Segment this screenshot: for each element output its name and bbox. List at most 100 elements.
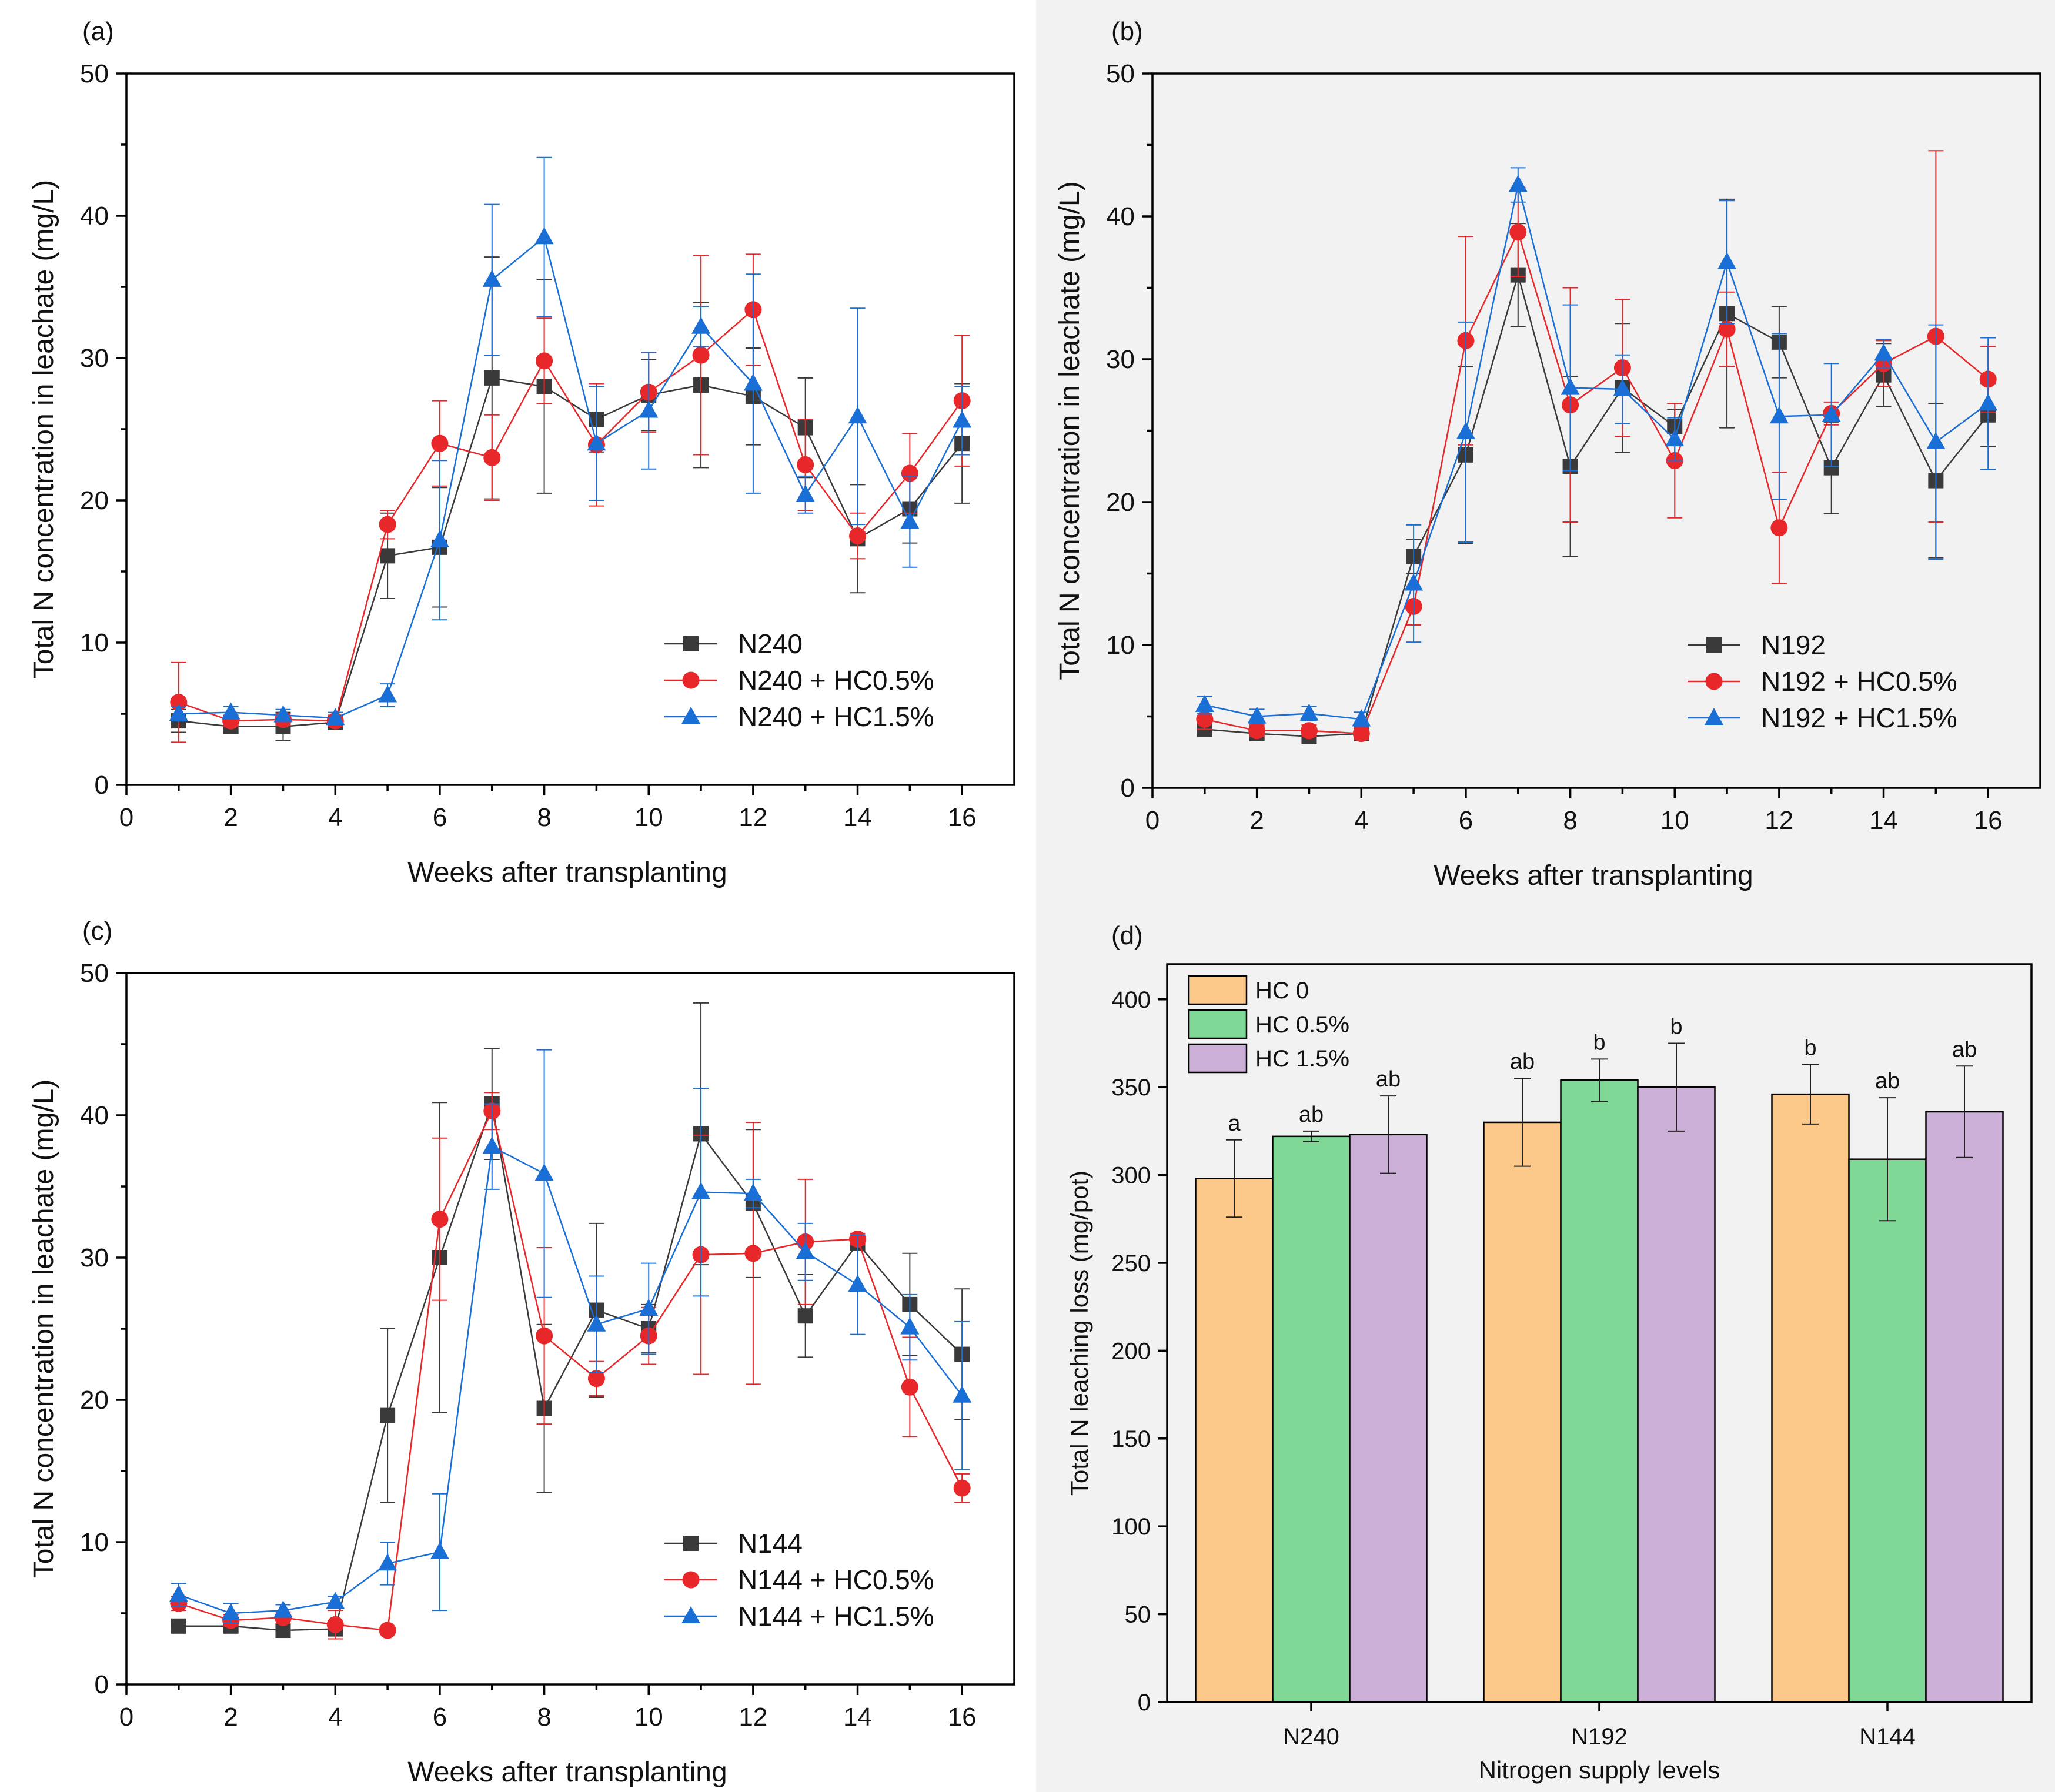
data-point [639, 400, 659, 418]
legend-label: N144 + HC0.5% [738, 1564, 934, 1595]
x-tick-label: 16 [948, 1703, 977, 1731]
y-tick-label: 10 [80, 628, 109, 657]
x-tick-label: 8 [1563, 806, 1577, 835]
data-point [1196, 710, 1214, 728]
legend-marker [682, 671, 700, 689]
data-point [482, 1136, 502, 1154]
legend-marker [683, 636, 699, 651]
x-tick-label: 12 [1765, 806, 1793, 835]
y-tick-label: 20 [80, 486, 109, 515]
y-tick-label: 50 [80, 959, 109, 988]
x-axis-title: Weeks after transplanting [407, 1757, 727, 1788]
legend-item: N240 [664, 628, 803, 659]
y-tick-label: 30 [1106, 345, 1135, 374]
legend-marker [681, 707, 700, 724]
legend-marker [682, 1571, 700, 1589]
data-point [1195, 695, 1214, 713]
series-line [178, 1145, 963, 1614]
y-tick-label: 400 [1111, 987, 1151, 1013]
y-axis-title: Total N leaching loss (mg/pot) [1065, 1171, 1093, 1496]
legend-label: HC 0.5% [1255, 1012, 1349, 1038]
data-point [431, 434, 449, 452]
panel-label: (c) [82, 917, 112, 945]
y-tick-label: 0 [95, 1670, 109, 1699]
data-point [796, 1242, 815, 1259]
panel-d-bar-chart: (d) 0 50 100 150 200 250 300 350 400 N240 N192 N144 a… [1065, 921, 2033, 1784]
data-point [326, 1592, 345, 1609]
legend-label: N144 + HC1.5% [738, 1601, 934, 1631]
bar [1771, 1093, 1850, 1703]
bar [1560, 1079, 1639, 1703]
data-point [1352, 725, 1370, 743]
data-point [587, 1314, 606, 1332]
significance-label: b [1804, 1035, 1816, 1060]
bar-series-hc-0-5-: ab b ab [1272, 1030, 1927, 1703]
data-point [797, 1308, 813, 1324]
bar [1349, 1134, 1428, 1703]
x-axis-title: Weeks after transplanting [1434, 860, 1753, 891]
significance-label: ab [1376, 1067, 1401, 1092]
data-point [430, 1542, 449, 1559]
series-n240-hc1-5- [169, 156, 972, 726]
data-point [953, 1479, 971, 1497]
data-point [691, 316, 711, 334]
data-point [692, 346, 710, 364]
legend-label: HC 1.5% [1255, 1046, 1349, 1072]
legend-marker [681, 1606, 700, 1623]
x-tick-label: 6 [1459, 806, 1473, 835]
data-point [587, 1370, 605, 1388]
data-point [221, 1603, 240, 1620]
legend-item: N144 + HC0.5% [664, 1564, 934, 1595]
data-point [483, 449, 501, 466]
y-tick-label: 10 [80, 1528, 109, 1557]
legend-label: N144 [738, 1528, 803, 1559]
legend-marker [683, 1536, 699, 1551]
x-tick-label: 12 [739, 1703, 767, 1731]
data-point [378, 685, 397, 703]
y-tick-label: 0 [1138, 1690, 1151, 1716]
data-point [743, 1183, 763, 1201]
legend-swatch [1188, 1009, 1248, 1039]
x-category-label: N144 [1859, 1724, 1916, 1750]
data-point [953, 410, 972, 428]
data-point [1769, 406, 1789, 424]
data-point [1979, 393, 1998, 411]
data-point [326, 708, 345, 726]
data-point [169, 704, 188, 721]
x-category-label: N240 [1283, 1724, 1339, 1750]
legend-item: HC 0.5% [1188, 1009, 1349, 1039]
data-point [273, 705, 293, 723]
data-point [900, 1317, 920, 1335]
data-point [797, 456, 814, 473]
bar [1637, 1086, 1716, 1703]
data-point [691, 1182, 711, 1199]
panel-b-background [1036, 0, 2055, 900]
data-point [171, 1618, 186, 1634]
data-point [534, 1164, 554, 1181]
panel-label: (d) [1111, 921, 1143, 950]
data-point [169, 1584, 188, 1602]
y-tick-label: 50 [1125, 1602, 1151, 1628]
data-point [1926, 432, 1946, 449]
bar [1272, 1135, 1351, 1703]
legend-item: N144 [664, 1528, 803, 1559]
significance-label: ab [1875, 1069, 1900, 1094]
x-tick-label: 14 [843, 1703, 872, 1731]
x-axis-title: Weeks after transplanting [407, 857, 727, 888]
legend-marker [1705, 708, 1723, 725]
y-tick-label: 200 [1111, 1338, 1151, 1364]
y-tick-label: 50 [80, 59, 109, 88]
significance-label: b [1593, 1030, 1605, 1055]
legend-item: N240 + HC1.5% [664, 701, 934, 732]
x-tick-label: 4 [1354, 806, 1368, 835]
x-tick-label: 10 [634, 1703, 663, 1731]
data-point [953, 1385, 972, 1403]
bar [1195, 1178, 1274, 1703]
x-tick-label: 6 [433, 1703, 447, 1731]
x-tick-label: 0 [119, 1703, 133, 1731]
data-point [1456, 422, 1475, 439]
data-point [1613, 379, 1632, 397]
x-tick-label: 2 [223, 803, 238, 832]
data-point [1508, 175, 1528, 192]
panel-a-line-chart: (a) 0 2 4 6 8 10 12 14 16 0 10 20 30 40 50 Weeks after t… [28, 17, 1015, 888]
